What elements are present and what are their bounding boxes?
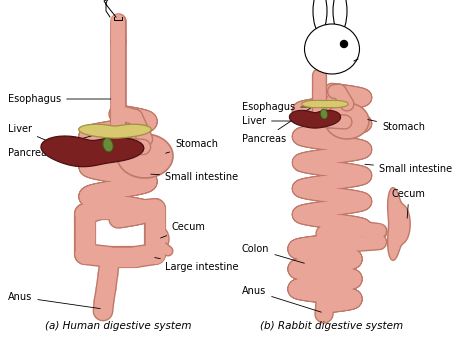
Text: (a) Human digestive system: (a) Human digestive system xyxy=(45,321,191,331)
Text: Liver: Liver xyxy=(242,116,298,126)
Ellipse shape xyxy=(151,227,169,251)
Text: Liver: Liver xyxy=(8,124,73,152)
Text: Small intestine: Small intestine xyxy=(151,172,238,182)
Text: Esophagus: Esophagus xyxy=(242,102,316,112)
Text: Large intestine: Large intestine xyxy=(155,258,238,272)
Ellipse shape xyxy=(333,0,347,32)
Text: Anus: Anus xyxy=(8,292,100,308)
Text: Pancreas: Pancreas xyxy=(8,134,100,158)
Text: (b) Rabbit digestive system: (b) Rabbit digestive system xyxy=(260,321,403,331)
Text: Cecum: Cecum xyxy=(392,189,426,218)
Text: Colon: Colon xyxy=(242,244,304,263)
Polygon shape xyxy=(117,134,173,178)
Text: Esophagus: Esophagus xyxy=(8,94,115,104)
Polygon shape xyxy=(41,136,144,167)
Ellipse shape xyxy=(304,24,359,74)
Polygon shape xyxy=(302,100,348,108)
Text: Anus: Anus xyxy=(242,286,321,312)
Ellipse shape xyxy=(313,0,327,32)
Polygon shape xyxy=(290,110,341,128)
Ellipse shape xyxy=(103,138,113,152)
Text: Stomach: Stomach xyxy=(165,139,218,153)
Text: Cecum: Cecum xyxy=(161,222,206,238)
Text: Pancreas: Pancreas xyxy=(242,106,313,144)
Ellipse shape xyxy=(320,109,328,119)
Text: Stomach: Stomach xyxy=(368,120,425,132)
Polygon shape xyxy=(388,188,410,260)
Polygon shape xyxy=(79,124,151,138)
Text: Small intestine: Small intestine xyxy=(365,164,452,174)
Circle shape xyxy=(340,40,347,47)
Polygon shape xyxy=(325,103,369,139)
